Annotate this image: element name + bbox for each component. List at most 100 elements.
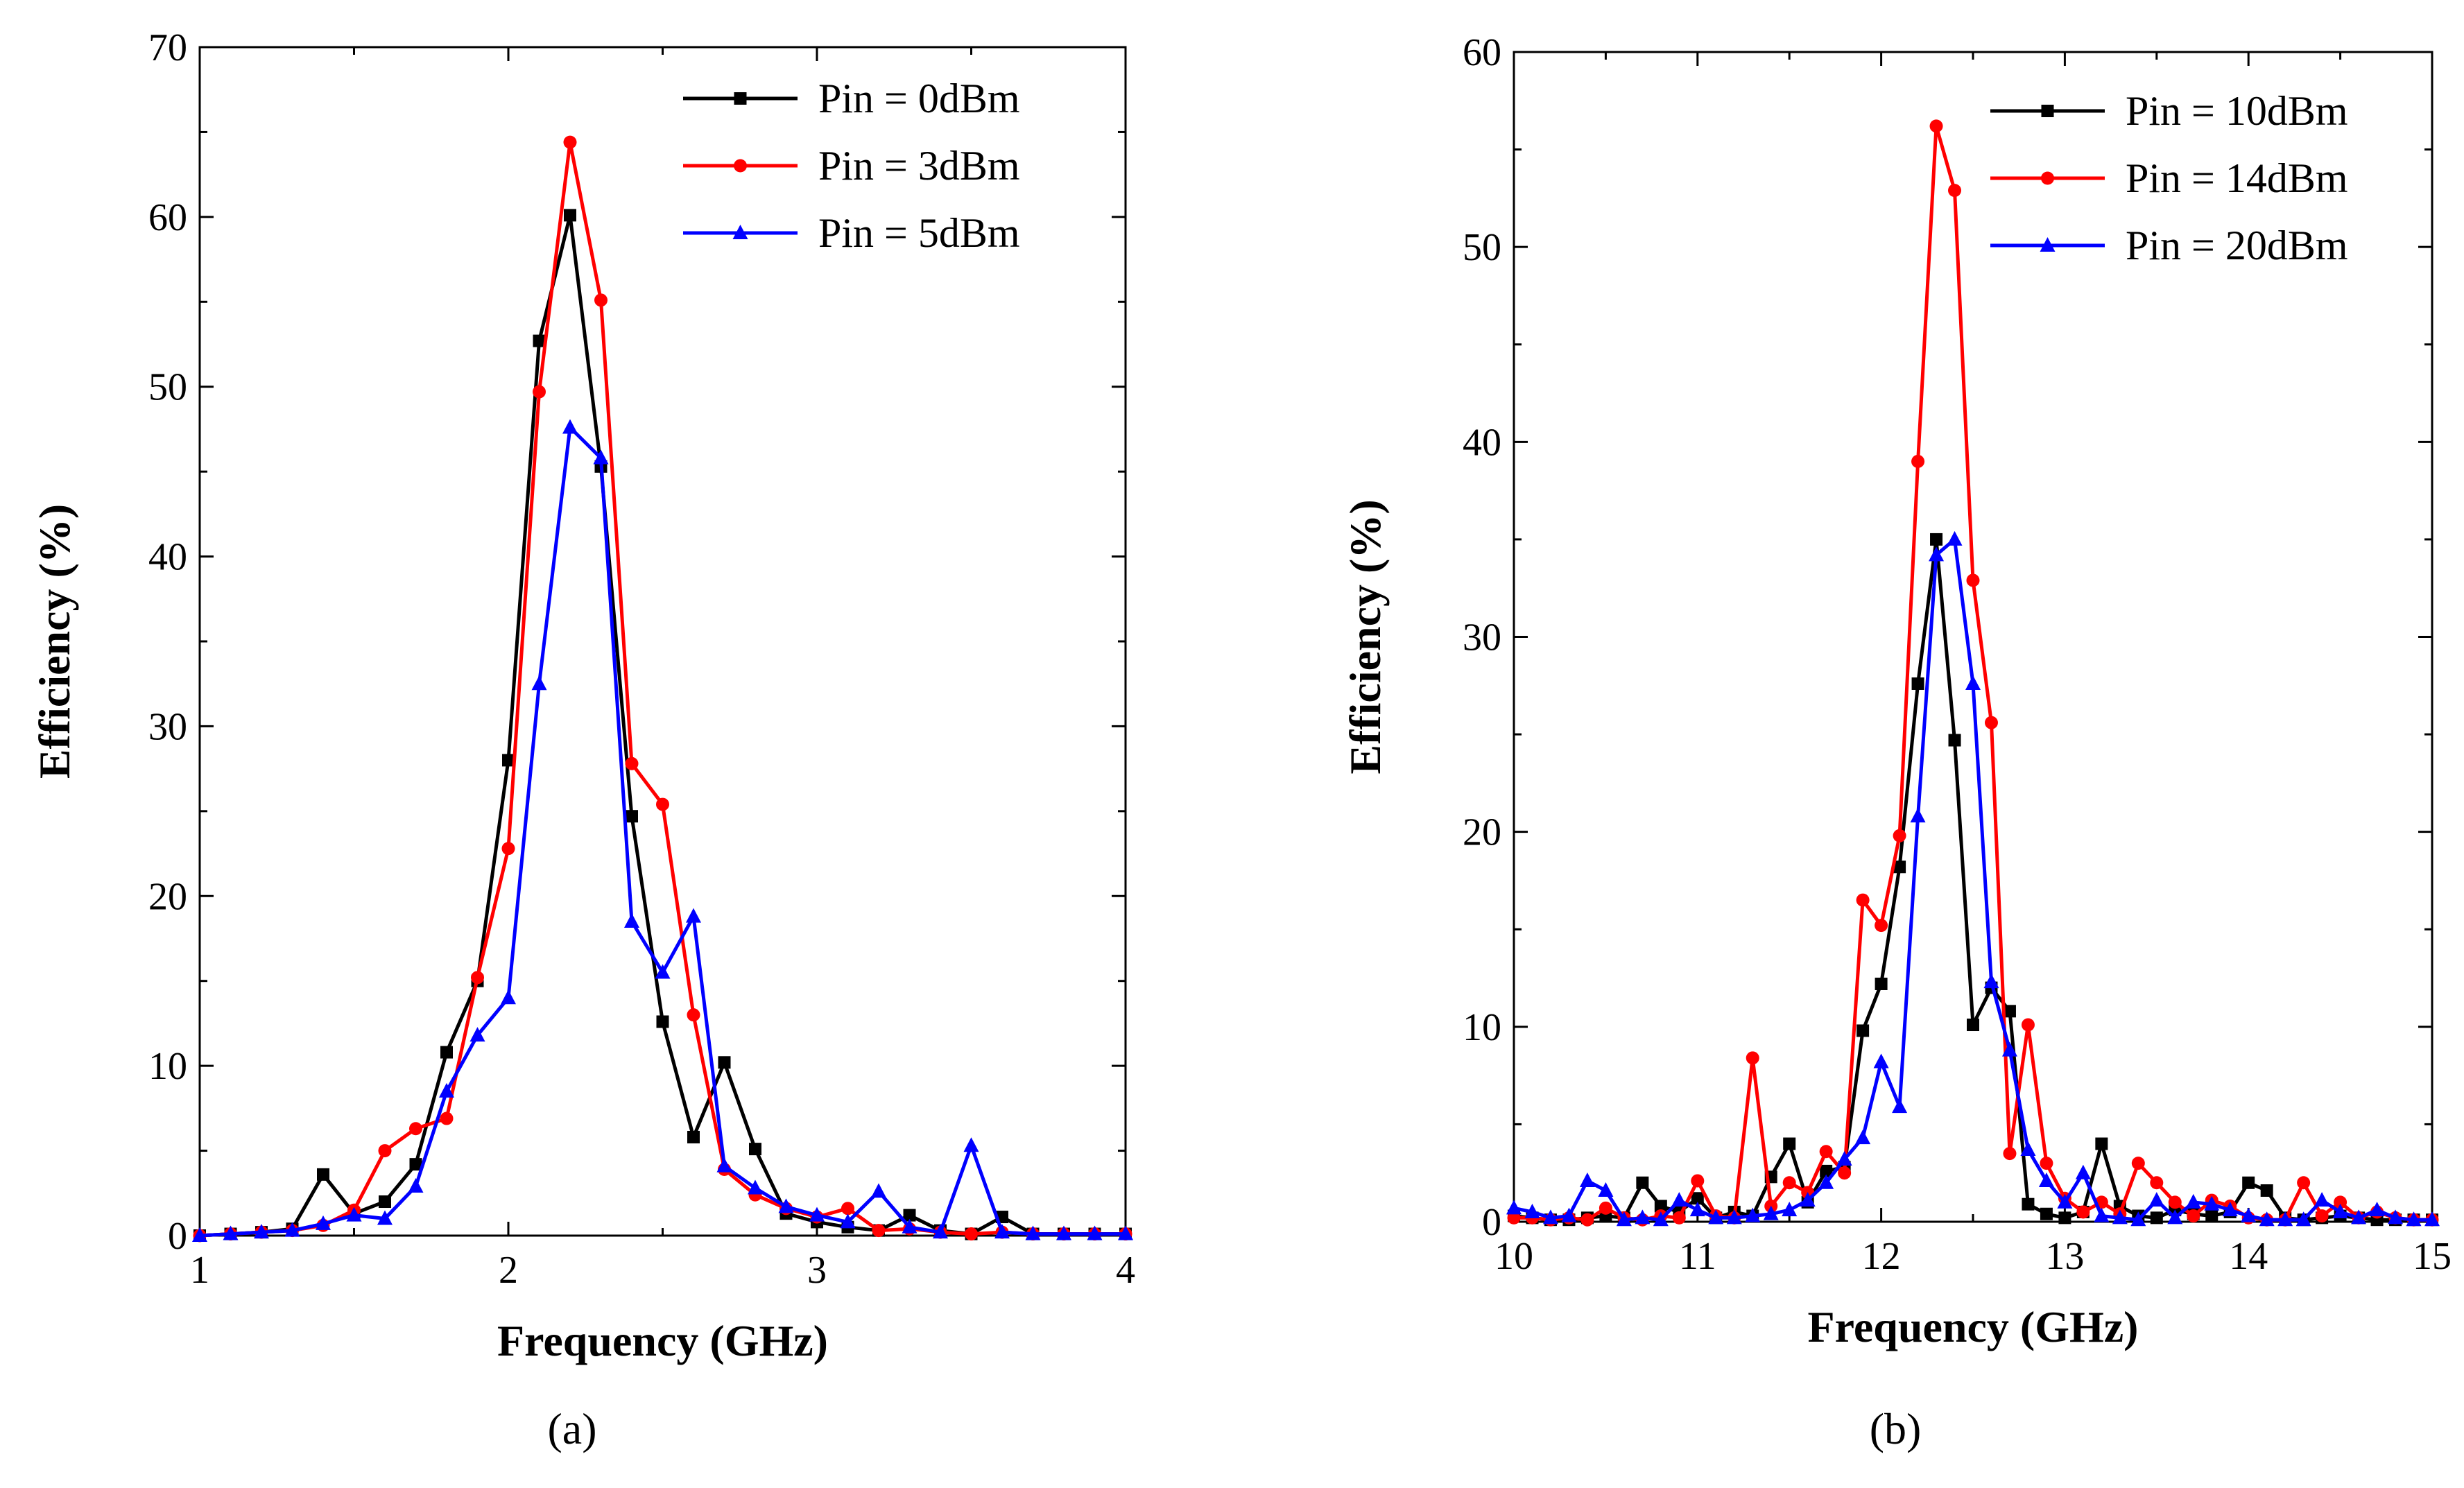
- data-point: [933, 1224, 948, 1239]
- panel-label: (a): [547, 1404, 596, 1453]
- legend-label: Pin = 3dBm: [818, 143, 1020, 189]
- legend-marker: [732, 225, 748, 239]
- data-point: [1911, 454, 1925, 468]
- chart-a: 0 10 20 30 40 50 60 70 1 2 3 4 Frequency (GHz) Effici…: [30, 26, 1135, 1453]
- data-point: [1087, 1225, 1103, 1240]
- data-point: [2351, 1209, 2367, 1225]
- data-point: [1691, 1192, 1704, 1205]
- x-tick-label: 10: [1494, 1235, 1533, 1278]
- data-point: [716, 1157, 732, 1173]
- data-point: [533, 334, 546, 347]
- data-point: [223, 1225, 239, 1240]
- data-point: [1983, 974, 1999, 989]
- legend-marker: [2040, 237, 2056, 252]
- series-2: [192, 419, 1133, 1242]
- data-point: [624, 913, 639, 928]
- data-point: [2185, 1193, 2201, 1209]
- data-point: [2424, 1211, 2440, 1227]
- data-point: [2075, 1164, 2091, 1179]
- data-point: [2295, 1211, 2311, 1227]
- data-point: [2259, 1211, 2275, 1227]
- data-point: [1672, 1211, 1686, 1225]
- data-point: [1873, 1053, 1889, 1069]
- y-tick-label: 60: [148, 196, 187, 239]
- data-point: [439, 1082, 454, 1098]
- data-point: [2205, 1209, 2219, 1222]
- legend: Pin = 10dBm Pin = 14dBm Pin = 20dBm: [1990, 88, 2348, 268]
- data-point: [1947, 530, 1963, 546]
- x-tick-label: 11: [1679, 1235, 1716, 1278]
- data-point: [1984, 716, 1998, 729]
- data-point: [963, 1137, 979, 1152]
- y-tick-label: 0: [1482, 1201, 1501, 1244]
- data-point: [1893, 829, 1906, 842]
- y-tick-label: 70: [148, 26, 187, 69]
- y-tick-label: 40: [148, 536, 187, 579]
- data-point: [1930, 533, 1943, 546]
- data-point: [1726, 1209, 1742, 1225]
- data-point: [2021, 1018, 2035, 1032]
- data-point: [1025, 1225, 1041, 1240]
- data-point: [2094, 1207, 2110, 1222]
- data-point: [2058, 1211, 2071, 1225]
- data-point: [2112, 1209, 2128, 1225]
- data-point: [1579, 1172, 1595, 1187]
- legend-label: Pin = 14dBm: [2126, 155, 2348, 201]
- panel-label: (b): [1870, 1404, 1922, 1453]
- data-point: [346, 1206, 362, 1222]
- data-point: [594, 293, 608, 307]
- y-tick-label: 50: [148, 366, 187, 409]
- data-point: [2095, 1137, 2108, 1150]
- data-point: [2040, 1207, 2053, 1220]
- data-point: [2406, 1211, 2422, 1227]
- data-point: [655, 964, 671, 979]
- x-axis-title: Frequency (GHz): [497, 1316, 828, 1365]
- data-point: [593, 449, 609, 465]
- y-tick-label: 0: [168, 1215, 187, 1258]
- data-point: [1654, 1200, 1667, 1213]
- data-point: [1819, 1145, 1833, 1159]
- data-point: [1506, 1200, 1522, 1215]
- data-point: [409, 1158, 422, 1171]
- data-point: [872, 1224, 886, 1238]
- series-2: [1506, 530, 2440, 1227]
- data-point: [2150, 1211, 2163, 1225]
- data-point: [1635, 1209, 1651, 1225]
- data-point: [1524, 1203, 1540, 1218]
- data-point: [2314, 1192, 2330, 1207]
- data-point: [2076, 1205, 2090, 1219]
- data-point: [1855, 1130, 1871, 1145]
- data-point: [2150, 1176, 2164, 1190]
- legend-marker: [734, 92, 747, 105]
- data-point: [2038, 1172, 2054, 1187]
- data-point: [2001, 1041, 2017, 1057]
- data-point: [563, 135, 577, 149]
- y-axis-title: Efficiency (%): [1341, 499, 1390, 774]
- data-point: [1836, 1151, 1852, 1166]
- y-tick-label: 20: [1463, 811, 1501, 854]
- data-point: [1818, 1174, 1834, 1189]
- y-tick-label: 30: [148, 705, 187, 748]
- data-point: [809, 1206, 825, 1222]
- data-point: [1875, 919, 1888, 933]
- data-point: [1966, 573, 1980, 587]
- data-point: [2260, 1184, 2273, 1197]
- data-point: [2020, 1141, 2036, 1156]
- x-tick-label: 2: [499, 1249, 518, 1292]
- data-point: [625, 756, 639, 770]
- data-point: [2369, 1202, 2385, 1217]
- data-point: [2057, 1193, 2073, 1209]
- data-point: [440, 1111, 454, 1125]
- data-point: [2168, 1195, 2182, 1209]
- data-point: [501, 989, 516, 1005]
- data-point: [1671, 1192, 1687, 1207]
- data-point: [1948, 184, 1962, 198]
- data-point: [1118, 1225, 1133, 1240]
- data-point: [1580, 1213, 1594, 1227]
- data-point: [1636, 1176, 1649, 1189]
- data-point: [1782, 1202, 1798, 1217]
- data-point: [748, 1179, 763, 1195]
- legend-label: Pin = 10dBm: [2126, 88, 2348, 134]
- data-point: [501, 842, 515, 856]
- x-tick-label: 4: [1116, 1249, 1135, 1292]
